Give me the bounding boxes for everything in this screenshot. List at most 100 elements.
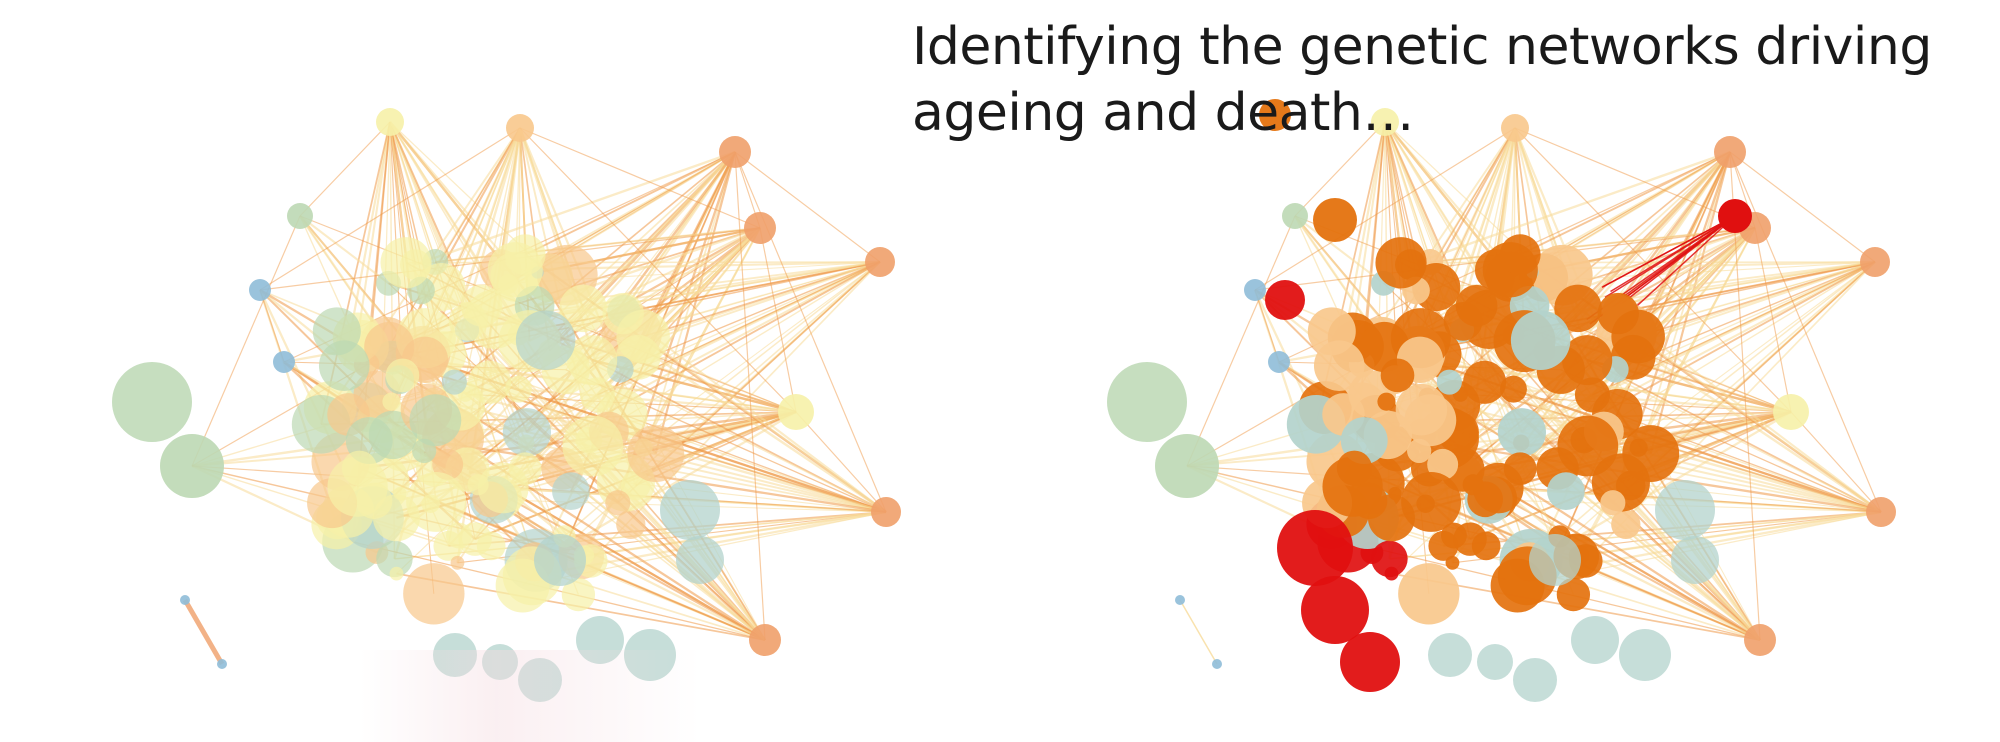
gene-node bbox=[502, 408, 551, 457]
gene-node bbox=[441, 369, 467, 395]
hub-node bbox=[506, 114, 534, 142]
highlighted-node bbox=[1277, 510, 1353, 586]
hub-node bbox=[1860, 247, 1890, 277]
gene-node bbox=[1371, 540, 1408, 578]
node-layer bbox=[112, 108, 901, 702]
gene-node bbox=[576, 616, 624, 664]
network-edge bbox=[1637, 261, 1876, 338]
gene-node bbox=[1375, 237, 1427, 289]
gene-node bbox=[1500, 375, 1527, 403]
network-edge bbox=[534, 261, 881, 563]
hub-node bbox=[744, 212, 776, 244]
gene-node bbox=[380, 237, 432, 289]
title-line-2: ageing and death… bbox=[912, 83, 1414, 143]
gene-node bbox=[432, 448, 464, 480]
gene-node bbox=[341, 450, 377, 486]
network-edge bbox=[1790, 411, 1882, 513]
gene-node bbox=[412, 438, 437, 464]
network-edge bbox=[182, 598, 225, 666]
network-edge bbox=[1729, 151, 1882, 513]
gene-node bbox=[627, 425, 685, 482]
network-edge bbox=[1294, 121, 1386, 217]
network-edge bbox=[524, 151, 736, 256]
gene-node bbox=[567, 335, 618, 386]
hub-node bbox=[273, 351, 295, 373]
gene-node bbox=[393, 486, 407, 501]
gene-node bbox=[1443, 301, 1483, 341]
gene-node bbox=[376, 540, 413, 578]
background-smudge bbox=[360, 650, 700, 742]
network-edge bbox=[519, 127, 761, 229]
isolated-node bbox=[112, 362, 192, 442]
hub-node bbox=[719, 136, 751, 168]
gene-node bbox=[1574, 377, 1610, 413]
highlighted-node bbox=[1265, 280, 1305, 320]
hub-node bbox=[287, 203, 313, 229]
gene-node bbox=[1427, 448, 1459, 480]
leaf-node bbox=[1175, 595, 1185, 605]
gene-node bbox=[518, 658, 562, 702]
gene-node bbox=[508, 452, 542, 486]
network-edge bbox=[356, 121, 392, 338]
gene-node bbox=[389, 566, 404, 581]
network-edge bbox=[1638, 261, 1876, 449]
network-edge bbox=[795, 411, 887, 513]
network-edge bbox=[1754, 227, 1792, 413]
gene-node bbox=[433, 633, 477, 677]
gene-node bbox=[1556, 577, 1591, 612]
hub-node bbox=[249, 279, 271, 301]
hub-node bbox=[1282, 203, 1308, 229]
gene-node bbox=[624, 629, 676, 681]
leaf-node bbox=[180, 595, 190, 605]
network-edge bbox=[1254, 127, 1516, 291]
node-layer bbox=[1107, 99, 1896, 702]
network-edge bbox=[643, 261, 881, 449]
network-edge bbox=[414, 150, 736, 266]
gene-node bbox=[1611, 309, 1665, 364]
network-edge bbox=[299, 215, 585, 557]
network-edge bbox=[259, 127, 521, 291]
highlighted-edge bbox=[1618, 215, 1736, 324]
gene-node bbox=[1529, 534, 1581, 586]
gene-node bbox=[1554, 284, 1602, 333]
network-edge bbox=[1347, 541, 1761, 641]
gene-node bbox=[1336, 450, 1372, 486]
gene-node bbox=[1398, 563, 1460, 625]
gene-node bbox=[1557, 415, 1619, 477]
network-edge bbox=[642, 261, 881, 338]
title-line-1: Identifying the genetic networks driving bbox=[912, 17, 1932, 77]
network-edge bbox=[734, 151, 881, 263]
highlighted-edge bbox=[1602, 215, 1736, 288]
gene-node bbox=[482, 644, 518, 680]
highlighted-edge bbox=[1604, 215, 1736, 299]
network-edge bbox=[642, 335, 887, 513]
network-edge bbox=[493, 261, 881, 321]
network-edge bbox=[1519, 151, 1731, 256]
gene-node bbox=[1440, 522, 1467, 549]
gene-node bbox=[495, 558, 550, 613]
network-edge bbox=[1576, 511, 1882, 558]
gene-node bbox=[385, 358, 420, 393]
gene-node bbox=[1497, 408, 1546, 457]
gene-node bbox=[676, 536, 724, 584]
gene-node bbox=[318, 340, 370, 391]
highlighted-node bbox=[1313, 198, 1357, 242]
hub-node bbox=[1244, 279, 1266, 301]
gene-node bbox=[616, 509, 646, 539]
gene-node bbox=[1380, 358, 1415, 393]
network-edge bbox=[1409, 150, 1731, 266]
network-edge bbox=[1729, 151, 1761, 641]
isolated-node bbox=[1107, 362, 1187, 442]
hub-node bbox=[778, 394, 814, 430]
network-edge bbox=[1488, 261, 1876, 321]
gene-node bbox=[1404, 394, 1457, 447]
network-edge bbox=[1514, 127, 1792, 413]
gene-node bbox=[1388, 486, 1402, 501]
gene-node bbox=[1490, 558, 1545, 613]
gene-node bbox=[660, 480, 720, 540]
network-edge bbox=[1294, 215, 1580, 557]
hub-node bbox=[1155, 434, 1219, 498]
hub-node bbox=[865, 247, 895, 277]
gene-node bbox=[409, 394, 462, 447]
